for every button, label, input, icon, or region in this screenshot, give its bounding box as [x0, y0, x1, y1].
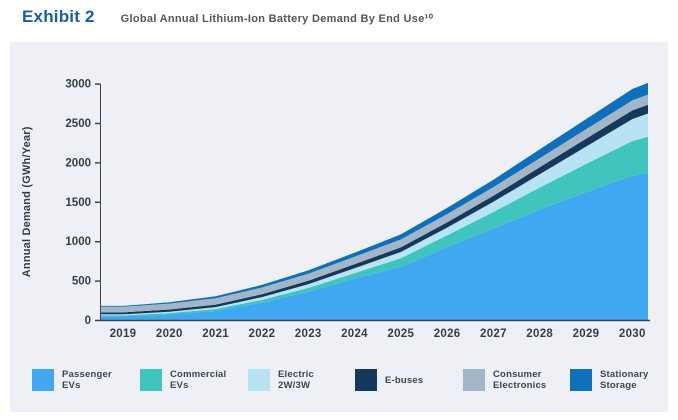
- x-tick-label: 2028: [526, 328, 553, 340]
- y-tick-label: 1500: [65, 197, 91, 209]
- legend-swatch: [355, 369, 377, 391]
- y-tick-label: 1000: [65, 236, 91, 248]
- x-tick-label: 2019: [110, 328, 137, 340]
- chart-panel: 0 500 1000 1500 2000 2500 3000 2019 2020 2021 2022…: [10, 42, 668, 412]
- x-tick-label: 2025: [387, 328, 414, 340]
- area-passenger-evs: [100, 172, 648, 320]
- legend-label: E-buses: [385, 374, 424, 386]
- legend-label: Consumer Electronics: [493, 369, 547, 391]
- legend-label: Passenger EVs: [62, 369, 112, 391]
- y-tick-label: 2000: [65, 157, 91, 169]
- y-tick-label: 500: [72, 276, 91, 288]
- legend-swatch: [140, 369, 162, 391]
- y-tick-label: 0: [85, 315, 91, 327]
- figure-header: Exhibit 2 Global Annual Lithium-Ion Batt…: [22, 7, 433, 27]
- y-axis-title: Annual Demand (GWh/Year): [21, 126, 33, 277]
- legend-label: Stationary Storage: [600, 369, 649, 391]
- legend-label: Commercial EVs: [170, 369, 227, 391]
- x-tick-label: 2021: [202, 328, 229, 340]
- y-tick-label: 3000: [65, 79, 91, 91]
- x-tick-label: 2027: [480, 328, 507, 340]
- x-tick-label: 2023: [295, 328, 322, 340]
- legend-item-commercial-evs: Commercial EVs: [140, 369, 226, 391]
- legend-swatch: [248, 369, 270, 391]
- legend-label: Electric 2W/3W: [278, 369, 314, 391]
- exhibit-label: Exhibit 2: [22, 7, 95, 26]
- x-tick-label: 2030: [619, 328, 646, 340]
- legend-swatch: [570, 369, 592, 391]
- y-tick-label: 2500: [65, 118, 91, 130]
- stacked-area-chart: 0 500 1000 1500 2000 2500 3000 2019 2020 2021 2022…: [21, 79, 650, 340]
- figure-title: Global Annual Lithium-Ion Battery Demand…: [120, 13, 434, 25]
- x-tick-label: 2024: [341, 328, 368, 340]
- legend-item-consumer-electronics: Consumer Electronics: [463, 369, 546, 391]
- chart-legend: Passenger EVs Commercial EVs Electric 2W/3W E-…: [10, 369, 668, 409]
- x-tick-label: 2029: [573, 328, 600, 340]
- x-tick-label: 2026: [434, 328, 461, 340]
- x-tick-label: 2020: [156, 328, 183, 340]
- legend-item-e-buses: E-buses: [355, 369, 423, 391]
- legend-item-passenger-evs: Passenger EVs: [32, 369, 112, 391]
- x-tick-label: 2022: [249, 328, 276, 340]
- legend-swatch: [32, 369, 54, 391]
- legend-item-electric-2w-3w: Electric 2W/3W: [248, 369, 314, 391]
- legend-item-stationary-storage: Stationary Storage: [570, 369, 648, 391]
- legend-swatch: [463, 369, 485, 391]
